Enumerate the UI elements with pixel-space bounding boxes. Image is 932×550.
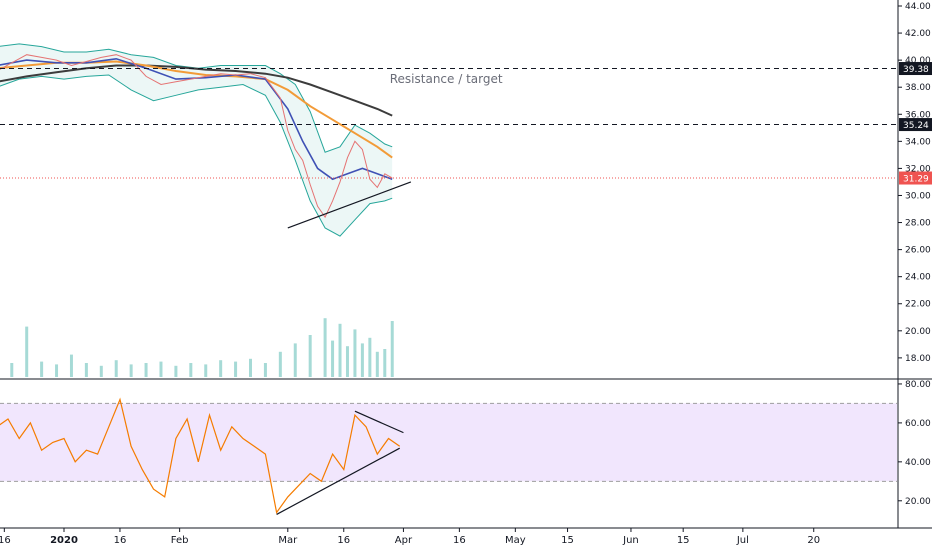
sma-long-line bbox=[0, 64, 393, 117]
volume-bar bbox=[308, 335, 312, 377]
volume-bar bbox=[10, 363, 14, 377]
volume-bar bbox=[368, 337, 372, 377]
rsi-tick-label: 60.00 bbox=[905, 419, 931, 429]
level-tag-label: 35.24 bbox=[903, 121, 929, 131]
volume-bar bbox=[40, 361, 44, 377]
volume-bar bbox=[263, 363, 267, 377]
price-tick-label: 26.00 bbox=[905, 246, 931, 256]
volume-bar bbox=[159, 361, 163, 377]
volume-bar bbox=[353, 329, 357, 377]
volume-bars bbox=[10, 318, 394, 377]
volume-bar bbox=[234, 361, 238, 377]
trendline bbox=[287, 181, 412, 229]
price-tick-label: 38.00 bbox=[905, 83, 931, 93]
price-tick-label: 32.00 bbox=[905, 164, 931, 174]
price-tick-label: 40.00 bbox=[905, 56, 931, 66]
volume-bar bbox=[219, 360, 223, 377]
price-tick-label: 42.00 bbox=[905, 29, 931, 39]
time-tick-label: Feb bbox=[171, 535, 189, 546]
price-tick-label: 34.00 bbox=[905, 137, 931, 147]
trendline bbox=[276, 447, 400, 515]
price-tick-label: 30.00 bbox=[905, 191, 931, 201]
level-tag bbox=[899, 171, 932, 185]
price-tick-label: 28.00 bbox=[905, 219, 931, 229]
volume-bar bbox=[390, 321, 394, 377]
resistance-annotation: Resistance / target bbox=[390, 72, 503, 86]
price-tick-label: 44.00 bbox=[905, 2, 931, 12]
volume-bar bbox=[204, 364, 208, 377]
volume-bar bbox=[55, 364, 59, 377]
rsi-line bbox=[0, 397, 401, 514]
volume-bar bbox=[360, 343, 364, 377]
time-tick-label: 20 bbox=[807, 535, 820, 546]
volume-bar bbox=[144, 363, 148, 377]
price-line bbox=[0, 54, 393, 219]
time-tick-label: May bbox=[505, 535, 526, 546]
volume-bar bbox=[99, 365, 103, 377]
rsi-tick-label: 20.00 bbox=[905, 497, 931, 507]
trendline bbox=[354, 410, 404, 434]
time-tick-label: Mar bbox=[278, 535, 298, 546]
time-tick-label: 16 bbox=[337, 535, 350, 546]
volume-bar bbox=[25, 326, 29, 377]
volume-bar bbox=[293, 343, 297, 377]
volume-bar bbox=[331, 340, 335, 377]
volume-bar bbox=[189, 363, 193, 377]
volume-bar bbox=[338, 323, 342, 377]
time-tick-label: 2020 bbox=[50, 535, 78, 546]
trendlines bbox=[276, 181, 412, 515]
volume-bar bbox=[84, 363, 88, 377]
volume-bar bbox=[129, 364, 133, 377]
bollinger-upper-line bbox=[0, 43, 393, 153]
volume-bar bbox=[69, 354, 73, 377]
price-level-tags: 39.38 35.24 31.29 bbox=[899, 62, 932, 185]
time-tick-label: 15 bbox=[561, 535, 574, 546]
price-tick-label: 18.00 bbox=[905, 354, 931, 364]
volume-bar bbox=[114, 360, 118, 377]
level-tag bbox=[899, 62, 932, 76]
level-tag bbox=[899, 118, 932, 132]
volume-bar bbox=[249, 358, 252, 377]
price-axis-ticks: 44.00 42.00 40.00 38.00 36.00 34.00 32.00 30.00… bbox=[898, 2, 931, 364]
rsi-axis-ticks: 80.00 60.00 40.00 20.00 bbox=[898, 380, 931, 507]
horizontal-levels bbox=[0, 68, 897, 179]
time-tick-label: 16 bbox=[0, 535, 11, 546]
time-tick-label: 15 bbox=[677, 535, 690, 546]
time-tick-label: 16 bbox=[114, 535, 127, 546]
volume-bar bbox=[345, 346, 349, 377]
price-tick-label: 22.00 bbox=[905, 300, 931, 310]
volume-bar bbox=[278, 351, 282, 377]
bollinger-band-fill bbox=[0, 43, 393, 237]
rsi-band bbox=[0, 403, 897, 482]
volume-bar bbox=[383, 349, 387, 377]
bollinger-lower-line bbox=[0, 74, 393, 237]
time-axis-ticks: 16 2020 16 Feb Mar 16 Apr 16 May 15 Jun 15 Jul 20 bbox=[0, 528, 820, 546]
time-tick-label: Apr bbox=[395, 535, 413, 546]
level-tag-label: 31.29 bbox=[903, 175, 929, 185]
price-tick-label: 24.00 bbox=[905, 273, 931, 283]
time-tick-label: Jun bbox=[622, 535, 639, 546]
level-tag-label: 39.38 bbox=[903, 65, 929, 75]
price-tick-label: 36.00 bbox=[905, 110, 931, 120]
time-tick-label: 16 bbox=[453, 535, 466, 546]
volume-bar bbox=[323, 318, 327, 377]
volume-bar bbox=[174, 365, 178, 377]
price-tick-label: 20.00 bbox=[905, 327, 931, 337]
volume-bar bbox=[375, 351, 379, 377]
time-tick-label: Jul bbox=[736, 535, 749, 546]
rsi-tick-label: 40.00 bbox=[905, 458, 931, 468]
rsi-tick-label: 80.00 bbox=[905, 380, 931, 390]
